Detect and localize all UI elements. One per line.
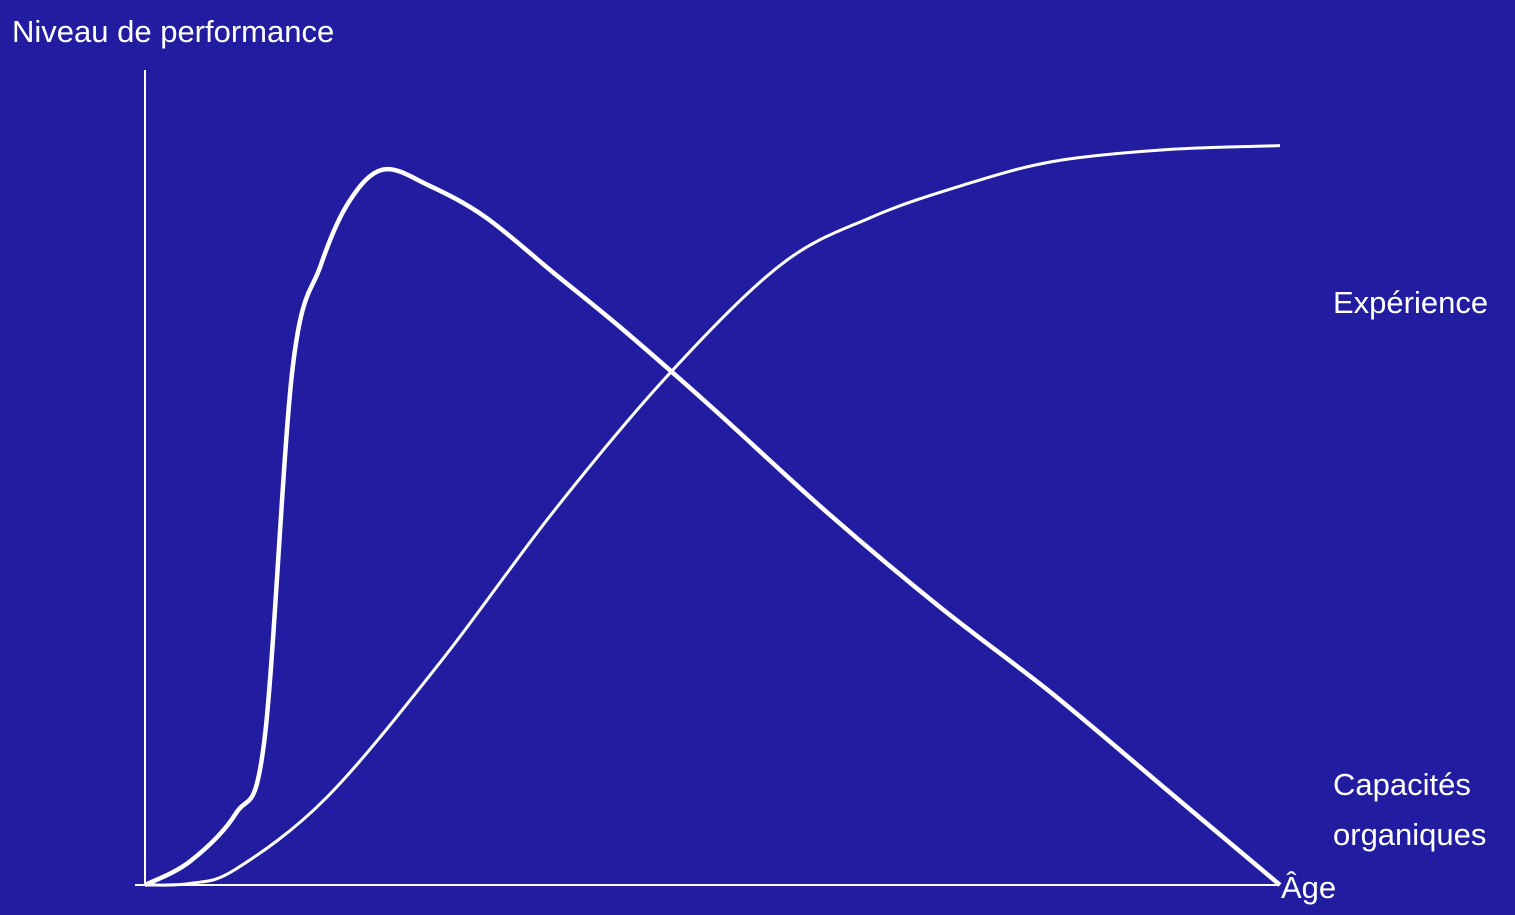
capacites-label-line2: organiques bbox=[1333, 817, 1486, 852]
experience-label: Expérience bbox=[1333, 285, 1488, 320]
experience-line bbox=[144, 144, 1281, 887]
y-axis-label: Niveau de performance bbox=[12, 14, 334, 49]
capacites-label-line1: Capacités bbox=[1333, 767, 1471, 802]
x-axis-label: Âge bbox=[1281, 870, 1336, 905]
capacites-organiques-line bbox=[143, 166, 1282, 888]
